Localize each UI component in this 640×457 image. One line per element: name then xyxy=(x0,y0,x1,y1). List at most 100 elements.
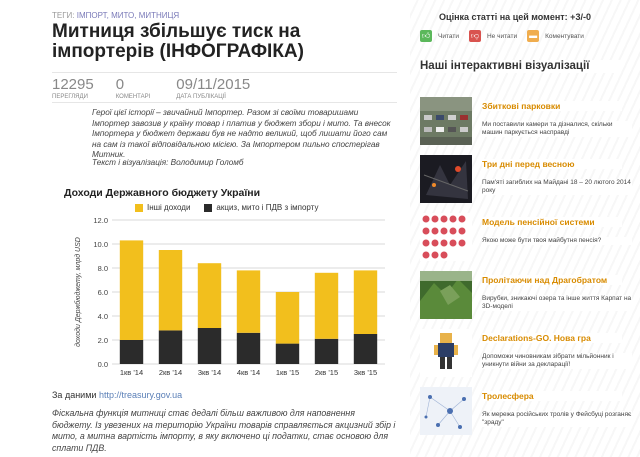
declarations-thumbnail xyxy=(420,329,472,377)
x-tick-label: 2кв '14 xyxy=(159,368,182,377)
viz-heading: Наші інтерактивні візуалізації xyxy=(420,60,620,73)
read-button-label: Читати xyxy=(438,32,459,40)
bar-segment xyxy=(119,240,144,340)
thumbs-down-icon: 👎︎ xyxy=(468,30,481,42)
y-axis-label: доходи Держбюджету, млрд USD xyxy=(74,237,82,347)
viz-item-declarations[interactable]: Declarations-GO. Нова гра Допоможи чинов… xyxy=(420,329,635,387)
bar-segment xyxy=(314,272,339,339)
article-column: ТЕГИ: ІМПОРТ, МИТО, МИТНИЦЯ Митниця збіл… xyxy=(52,0,397,457)
legend-item-import: акциз, мито і ПДВ з імпорту xyxy=(204,203,318,212)
viz-title-declarations[interactable]: Declarations-GO. Нова гра xyxy=(482,333,622,343)
drahobrat-thumbnail xyxy=(420,271,472,319)
viz-title-drahobrat[interactable]: Пролітаючи над Драгобратом xyxy=(482,275,622,285)
y-tick-label: 2.0 xyxy=(98,336,108,345)
chart-legend: Інші доходи акциз, мито і ПДВ з імпорту xyxy=(135,203,332,212)
tags-prefix: ТЕГИ: xyxy=(52,11,75,20)
date-stat: 09/11/2015 ДАТА ПУБЛІКАЦІЇ xyxy=(176,76,251,101)
viz-item-drahobrat[interactable]: Пролітаючи над Драгобратом Вирубки, зник… xyxy=(420,271,635,329)
views-label: ПЕРЕГЛЯДИ xyxy=(52,94,88,100)
article-title: Митниця збільшує тиск на імпортерів (ІНФ… xyxy=(52,21,304,62)
bar-segment xyxy=(236,332,261,364)
viz-list: Збиткові парковки Ми поставили камери та… xyxy=(420,97,635,445)
sidebar: Оцінка статті на цей момент: +3/-0 👍︎ Чи… xyxy=(410,0,640,457)
comment-button-label: Коментувати xyxy=(545,32,584,40)
viz-title-maidan[interactable]: Три дні перед весною xyxy=(482,159,622,169)
viz-item-trolesphere[interactable]: Тролесфера Як мережа російських тролів у… xyxy=(420,387,635,445)
divider xyxy=(52,72,397,73)
y-tick-label: 0.0 xyxy=(98,360,108,369)
article-credits: Текст і візуалізація: Володимир Голомб xyxy=(92,158,244,167)
viz-title-pension[interactable]: Модель пенсійної системи xyxy=(482,217,622,227)
comment-button[interactable]: ▬ Коментувати xyxy=(527,30,584,42)
viz-desc-pension: Якою може бути твоя майбутня пенсія? xyxy=(482,237,632,245)
chart-title: Доходи Державного бюджету України xyxy=(64,187,261,199)
source-link[interactable]: http://treasury.gov.ua xyxy=(98,390,183,400)
legend-swatch-import xyxy=(204,203,213,212)
y-tick-label: 6.0 xyxy=(98,288,108,297)
y-tick-label: 8.0 xyxy=(98,264,108,273)
viz-item-maidan[interactable]: Три дні перед весною Пам'яті загиблих на… xyxy=(420,155,635,213)
data-source: За даними http://treasury.gov.ua xyxy=(52,390,182,400)
bar-segment xyxy=(275,343,300,364)
viz-desc-declarations: Допоможи чиновникам зібрати мільйонник і… xyxy=(482,353,632,369)
rating-title: Оцінка статті на цей момент: +3/-0 xyxy=(439,12,591,22)
views-stat: 12295 ПЕРЕГЛЯДИ xyxy=(52,76,94,101)
viz-item-pension[interactable]: Модель пенсійної системи Якою може бути … xyxy=(420,213,635,271)
revenue-chart: Доходи Державного бюджету України Інші д… xyxy=(60,180,390,385)
article-stats: 12295 ПЕРЕГЛЯДИ 0 КОМЕНТАРІ 09/11/2015 Д… xyxy=(52,76,266,101)
viz-desc-drahobrat: Вирубки, зникаючі озера та інше життя Ка… xyxy=(482,295,632,311)
viz-item-parking[interactable]: Збиткові парковки Ми поставили камери та… xyxy=(420,97,635,155)
viz-desc-parking: Ми поставили камери та дізналися, скільк… xyxy=(482,121,632,137)
tag-import[interactable]: ІМПОРТ xyxy=(76,11,107,20)
y-tick-label: 12.0 xyxy=(93,216,108,225)
trolesphere-thumbnail xyxy=(420,387,472,435)
viz-desc-trolesphere: Як мережа російських тролів у Фейсбуці р… xyxy=(482,411,632,427)
bar-segment xyxy=(119,340,144,364)
tag-myto[interactable]: МИТО xyxy=(111,11,135,20)
legend-label-other: Інші доходи xyxy=(147,203,191,212)
legend-item-other: Інші доходи xyxy=(135,203,190,212)
viz-title-trolesphere[interactable]: Тролесфера xyxy=(482,391,622,401)
dont-read-button-label: Не читати xyxy=(486,32,518,40)
bar-segment xyxy=(158,330,183,364)
comments-label: КОМЕНТАРІ xyxy=(115,94,151,100)
viz-desc-maidan: Пам'яті загиблих на Майдані 18 – 20 люто… xyxy=(482,179,632,195)
article-intro: Герої цієї історії – звичайний Імпортер.… xyxy=(92,108,391,159)
x-tick-label: 4кв '14 xyxy=(237,368,260,377)
maidan-thumbnail xyxy=(420,155,472,203)
bar-segment xyxy=(275,292,300,344)
comment-icon: ▬ xyxy=(527,30,540,42)
y-tick-label: 10.0 xyxy=(93,240,108,249)
bar-segment xyxy=(314,338,339,364)
chart-plot: 0.0 2.0 4.0 6.0 8.0 10.0 12.0 доходи Держбюджет… xyxy=(74,216,385,377)
bar-segment xyxy=(197,328,222,364)
y-tick-label: 4.0 xyxy=(98,312,108,321)
source-prefix: За даними xyxy=(52,390,97,400)
x-tick-label: 1кв '14 xyxy=(120,368,143,377)
tag-mytnytsia[interactable]: МИТНИЦЯ xyxy=(138,11,180,20)
views-count: 12295 xyxy=(52,76,94,93)
rating-box: Оцінка статті на цей момент: +3/-0 👍︎ Чи… xyxy=(420,12,610,42)
thumbs-up-icon: 👍︎ xyxy=(420,30,432,42)
viz-title-parking[interactable]: Збиткові парковки xyxy=(482,101,622,111)
tags-line: ТЕГИ: ІМПОРТ, МИТО, МИТНИЦЯ xyxy=(52,11,180,20)
article-body: Фіскальна функція митниці стає дедалі бі… xyxy=(52,408,396,453)
comments-stat: 0 КОМЕНТАРІ xyxy=(115,76,151,101)
publish-date-label: ДАТА ПУБЛІКАЦІЇ xyxy=(176,94,226,100)
legend-swatch-other xyxy=(135,203,143,212)
rating-buttons: 👍︎ Читати 👎︎ Не читати ▬ Коментувати xyxy=(420,30,610,42)
read-button[interactable]: 👍︎ Читати xyxy=(420,30,459,42)
legend-label-import: акциз, мито і ПДВ з імпорту xyxy=(216,203,319,212)
publish-date: 09/11/2015 xyxy=(176,76,251,93)
divider xyxy=(52,102,397,103)
x-tick-label: 3кв '14 xyxy=(198,368,221,377)
x-tick-label: 2кв '15 xyxy=(315,368,338,377)
parking-thumbnail xyxy=(420,97,472,145)
x-tick-label: 1кв '15 xyxy=(276,368,299,377)
x-tick-label: 3кв '15 xyxy=(354,368,377,377)
comments-count: 0 xyxy=(115,76,125,93)
bar-segment xyxy=(353,270,378,334)
bar-segment xyxy=(158,250,183,331)
dont-read-button[interactable]: 👎︎ Не читати xyxy=(468,30,518,42)
pension-thumbnail xyxy=(420,213,472,261)
